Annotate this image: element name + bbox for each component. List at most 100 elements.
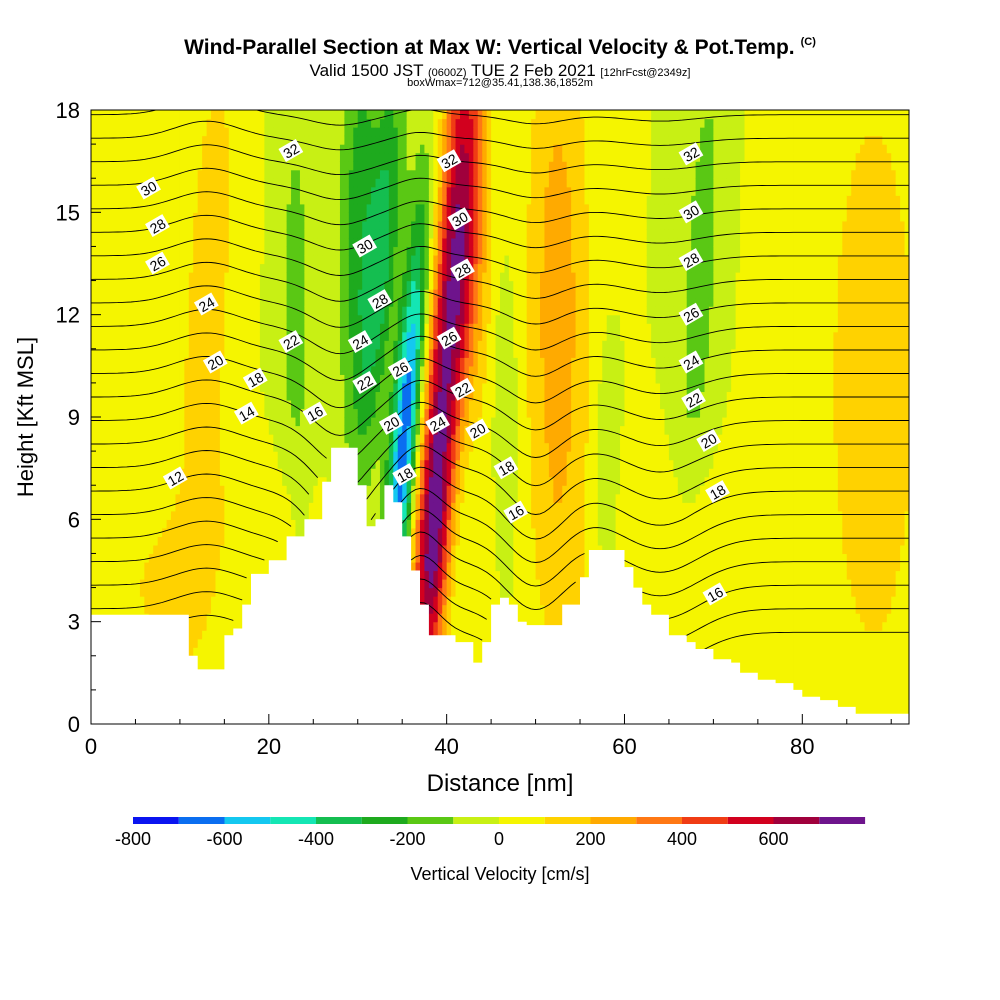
velocity-cell xyxy=(175,110,181,120)
velocity-cell xyxy=(122,323,128,333)
velocity-cell xyxy=(202,195,208,205)
velocity-cell xyxy=(246,348,252,358)
velocity-cell xyxy=(242,476,248,486)
velocity-cell xyxy=(162,178,168,188)
velocity-cell xyxy=(228,425,234,435)
velocity-cell xyxy=(126,263,132,273)
velocity-cell xyxy=(237,118,243,128)
velocity-cell xyxy=(206,596,212,606)
velocity-cell xyxy=(91,442,97,452)
velocity-cell xyxy=(322,186,328,196)
velocity-cell xyxy=(286,246,292,256)
velocity-cell xyxy=(193,630,199,640)
velocity-cell xyxy=(353,289,359,299)
velocity-cell xyxy=(357,391,363,401)
velocity-cell xyxy=(366,468,372,478)
velocity-cell xyxy=(95,357,101,367)
velocity-cell xyxy=(135,237,141,248)
velocity-cell xyxy=(388,340,394,350)
velocity-cell xyxy=(95,220,101,230)
velocity-cell xyxy=(375,237,381,248)
velocity-cell xyxy=(375,323,381,333)
velocity-cell xyxy=(286,527,292,537)
velocity-cell xyxy=(348,442,354,452)
velocity-cell xyxy=(291,186,297,196)
velocity-cell xyxy=(117,399,123,410)
velocity-cell xyxy=(211,621,217,631)
velocity-cell xyxy=(135,169,141,179)
velocity-cell xyxy=(104,579,110,589)
velocity-cell xyxy=(113,544,119,555)
velocity-cell xyxy=(277,203,283,213)
velocity-cell xyxy=(135,502,141,512)
velocity-cell xyxy=(344,110,350,120)
velocity-cell xyxy=(348,135,354,145)
velocity-cell xyxy=(175,502,181,512)
velocity-cell xyxy=(104,587,110,597)
velocity-cell xyxy=(215,340,221,350)
velocity-cell xyxy=(113,596,119,606)
velocity-cell xyxy=(113,570,119,580)
velocity-cell xyxy=(228,135,234,145)
velocity-cell xyxy=(144,280,150,290)
velocity-cell xyxy=(371,203,377,213)
velocity-cell xyxy=(104,297,110,307)
velocity-cell xyxy=(357,417,363,427)
velocity-cell xyxy=(268,391,274,401)
velocity-cell xyxy=(299,289,305,299)
velocity-cell xyxy=(233,536,239,546)
velocity-cell xyxy=(126,519,132,529)
velocity-cell xyxy=(108,391,114,401)
velocity-cell xyxy=(366,391,372,401)
velocity-cell xyxy=(224,297,230,307)
velocity-cell xyxy=(193,638,199,648)
velocity-cell xyxy=(255,323,261,333)
velocity-cell xyxy=(326,357,332,367)
velocity-cell xyxy=(126,178,132,188)
velocity-cell xyxy=(348,280,354,290)
velocity-cell xyxy=(233,451,239,461)
velocity-cell xyxy=(188,314,194,324)
velocity-cell xyxy=(255,212,261,222)
velocity-cell xyxy=(357,306,363,316)
velocity-cell xyxy=(162,289,168,299)
velocity-cell xyxy=(362,468,368,478)
velocity-cell xyxy=(264,237,270,248)
velocity-cell xyxy=(264,434,270,444)
velocity-cell xyxy=(184,604,190,614)
velocity-cell xyxy=(335,314,341,324)
velocity-cell xyxy=(242,544,248,555)
velocity-cell xyxy=(148,340,154,350)
velocity-cell xyxy=(144,118,150,128)
velocity-cell xyxy=(388,195,394,205)
velocity-cell xyxy=(246,195,252,205)
velocity-cell xyxy=(122,425,128,435)
velocity-cell xyxy=(246,553,252,563)
velocity-cell xyxy=(273,493,279,503)
velocity-cell xyxy=(211,237,217,248)
velocity-cell xyxy=(388,468,394,478)
velocity-cell xyxy=(362,272,368,282)
velocity-cell xyxy=(108,237,114,248)
velocity-cell xyxy=(206,135,212,145)
velocity-cell xyxy=(264,263,270,273)
velocity-cell xyxy=(313,280,319,290)
velocity-cell xyxy=(299,144,305,154)
velocity-cell xyxy=(219,237,225,248)
velocity-cell xyxy=(108,408,114,418)
velocity-cell xyxy=(371,220,377,230)
velocity-cell xyxy=(219,647,225,657)
velocity-cell xyxy=(348,365,354,375)
velocity-cell xyxy=(175,118,181,128)
velocity-cell xyxy=(122,237,128,248)
velocity-cell xyxy=(393,229,399,239)
velocity-cell xyxy=(126,237,132,248)
velocity-cell xyxy=(308,186,314,196)
velocity-cell xyxy=(246,587,252,597)
velocity-cell xyxy=(197,272,203,282)
velocity-cell xyxy=(95,237,101,248)
velocity-cell xyxy=(95,476,101,486)
velocity-cell xyxy=(237,297,243,307)
velocity-cell xyxy=(375,510,381,520)
velocity-cell xyxy=(246,118,252,128)
